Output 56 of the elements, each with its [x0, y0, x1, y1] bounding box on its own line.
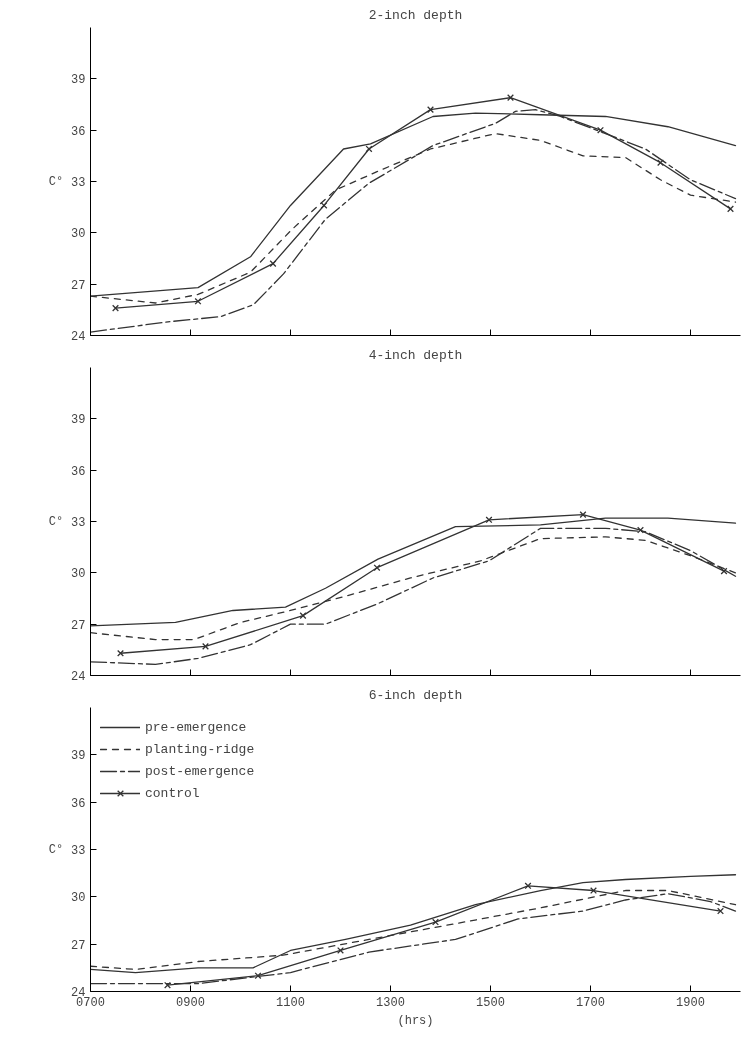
x-tick-label: 1500 — [476, 995, 505, 1010]
point — [117, 649, 124, 657]
point — [637, 526, 644, 534]
y-tick-label: 30 — [71, 227, 86, 242]
point — [320, 201, 328, 209]
y-tick-label: 27 — [71, 618, 86, 633]
point — [579, 511, 587, 519]
y-tick-label: 36 — [71, 796, 86, 811]
y-tick-label: 33 — [71, 844, 86, 858]
y-tick-label: 36 — [71, 124, 86, 139]
point — [112, 304, 119, 312]
point — [202, 642, 209, 650]
y-tick-label: 27 — [71, 278, 86, 293]
point — [507, 94, 514, 102]
x-tick-label: 1900 — [676, 995, 705, 1010]
point — [254, 972, 262, 980]
x-tick-label: 1700 — [576, 995, 605, 1010]
point — [194, 297, 202, 305]
y-tick-label: 39 — [71, 413, 86, 428]
point — [427, 106, 434, 114]
x-tick-label: 0900 — [176, 995, 205, 1010]
y-tick-label: 30 — [71, 891, 86, 906]
y-tick-label: 39 — [71, 73, 86, 88]
y-tick-label: 33 — [71, 516, 86, 530]
y-tick-label: 24 — [71, 330, 86, 344]
y-axis-title: C° — [48, 174, 64, 189]
point — [720, 567, 728, 575]
y-axis-title: C° — [48, 842, 64, 857]
legend-label: planting-ridge — [145, 741, 255, 757]
point — [269, 260, 277, 268]
point — [432, 918, 439, 926]
point — [657, 159, 664, 167]
x-tick-label: 1100 — [276, 995, 305, 1010]
point — [164, 981, 171, 989]
legend-label: pre-emergence — [145, 719, 247, 735]
y-tick-label: 24 — [71, 670, 86, 684]
y-tick-label: 33 — [71, 176, 86, 190]
point — [597, 126, 604, 134]
y-tick-label: 27 — [71, 938, 86, 953]
legend-label: post-emergence — [145, 763, 255, 779]
x-axis-title: (hrs) — [397, 1013, 434, 1028]
chart-title: 2-inch depth — [368, 7, 463, 23]
chart-title: 4-inch depth — [368, 347, 463, 363]
y-axis-title: C° — [48, 514, 64, 529]
legend-label: control — [145, 785, 200, 801]
point — [299, 612, 307, 620]
point — [524, 882, 532, 890]
y-tick-label: 36 — [71, 464, 86, 479]
point — [717, 907, 724, 915]
y-tick-label: 30 — [71, 567, 86, 582]
x-tick-label: 1300 — [376, 995, 405, 1010]
point — [727, 205, 734, 213]
point — [373, 564, 381, 572]
chart-title: 6-inch depth — [368, 687, 463, 703]
y-tick-label: 39 — [71, 749, 86, 764]
point — [485, 516, 493, 524]
